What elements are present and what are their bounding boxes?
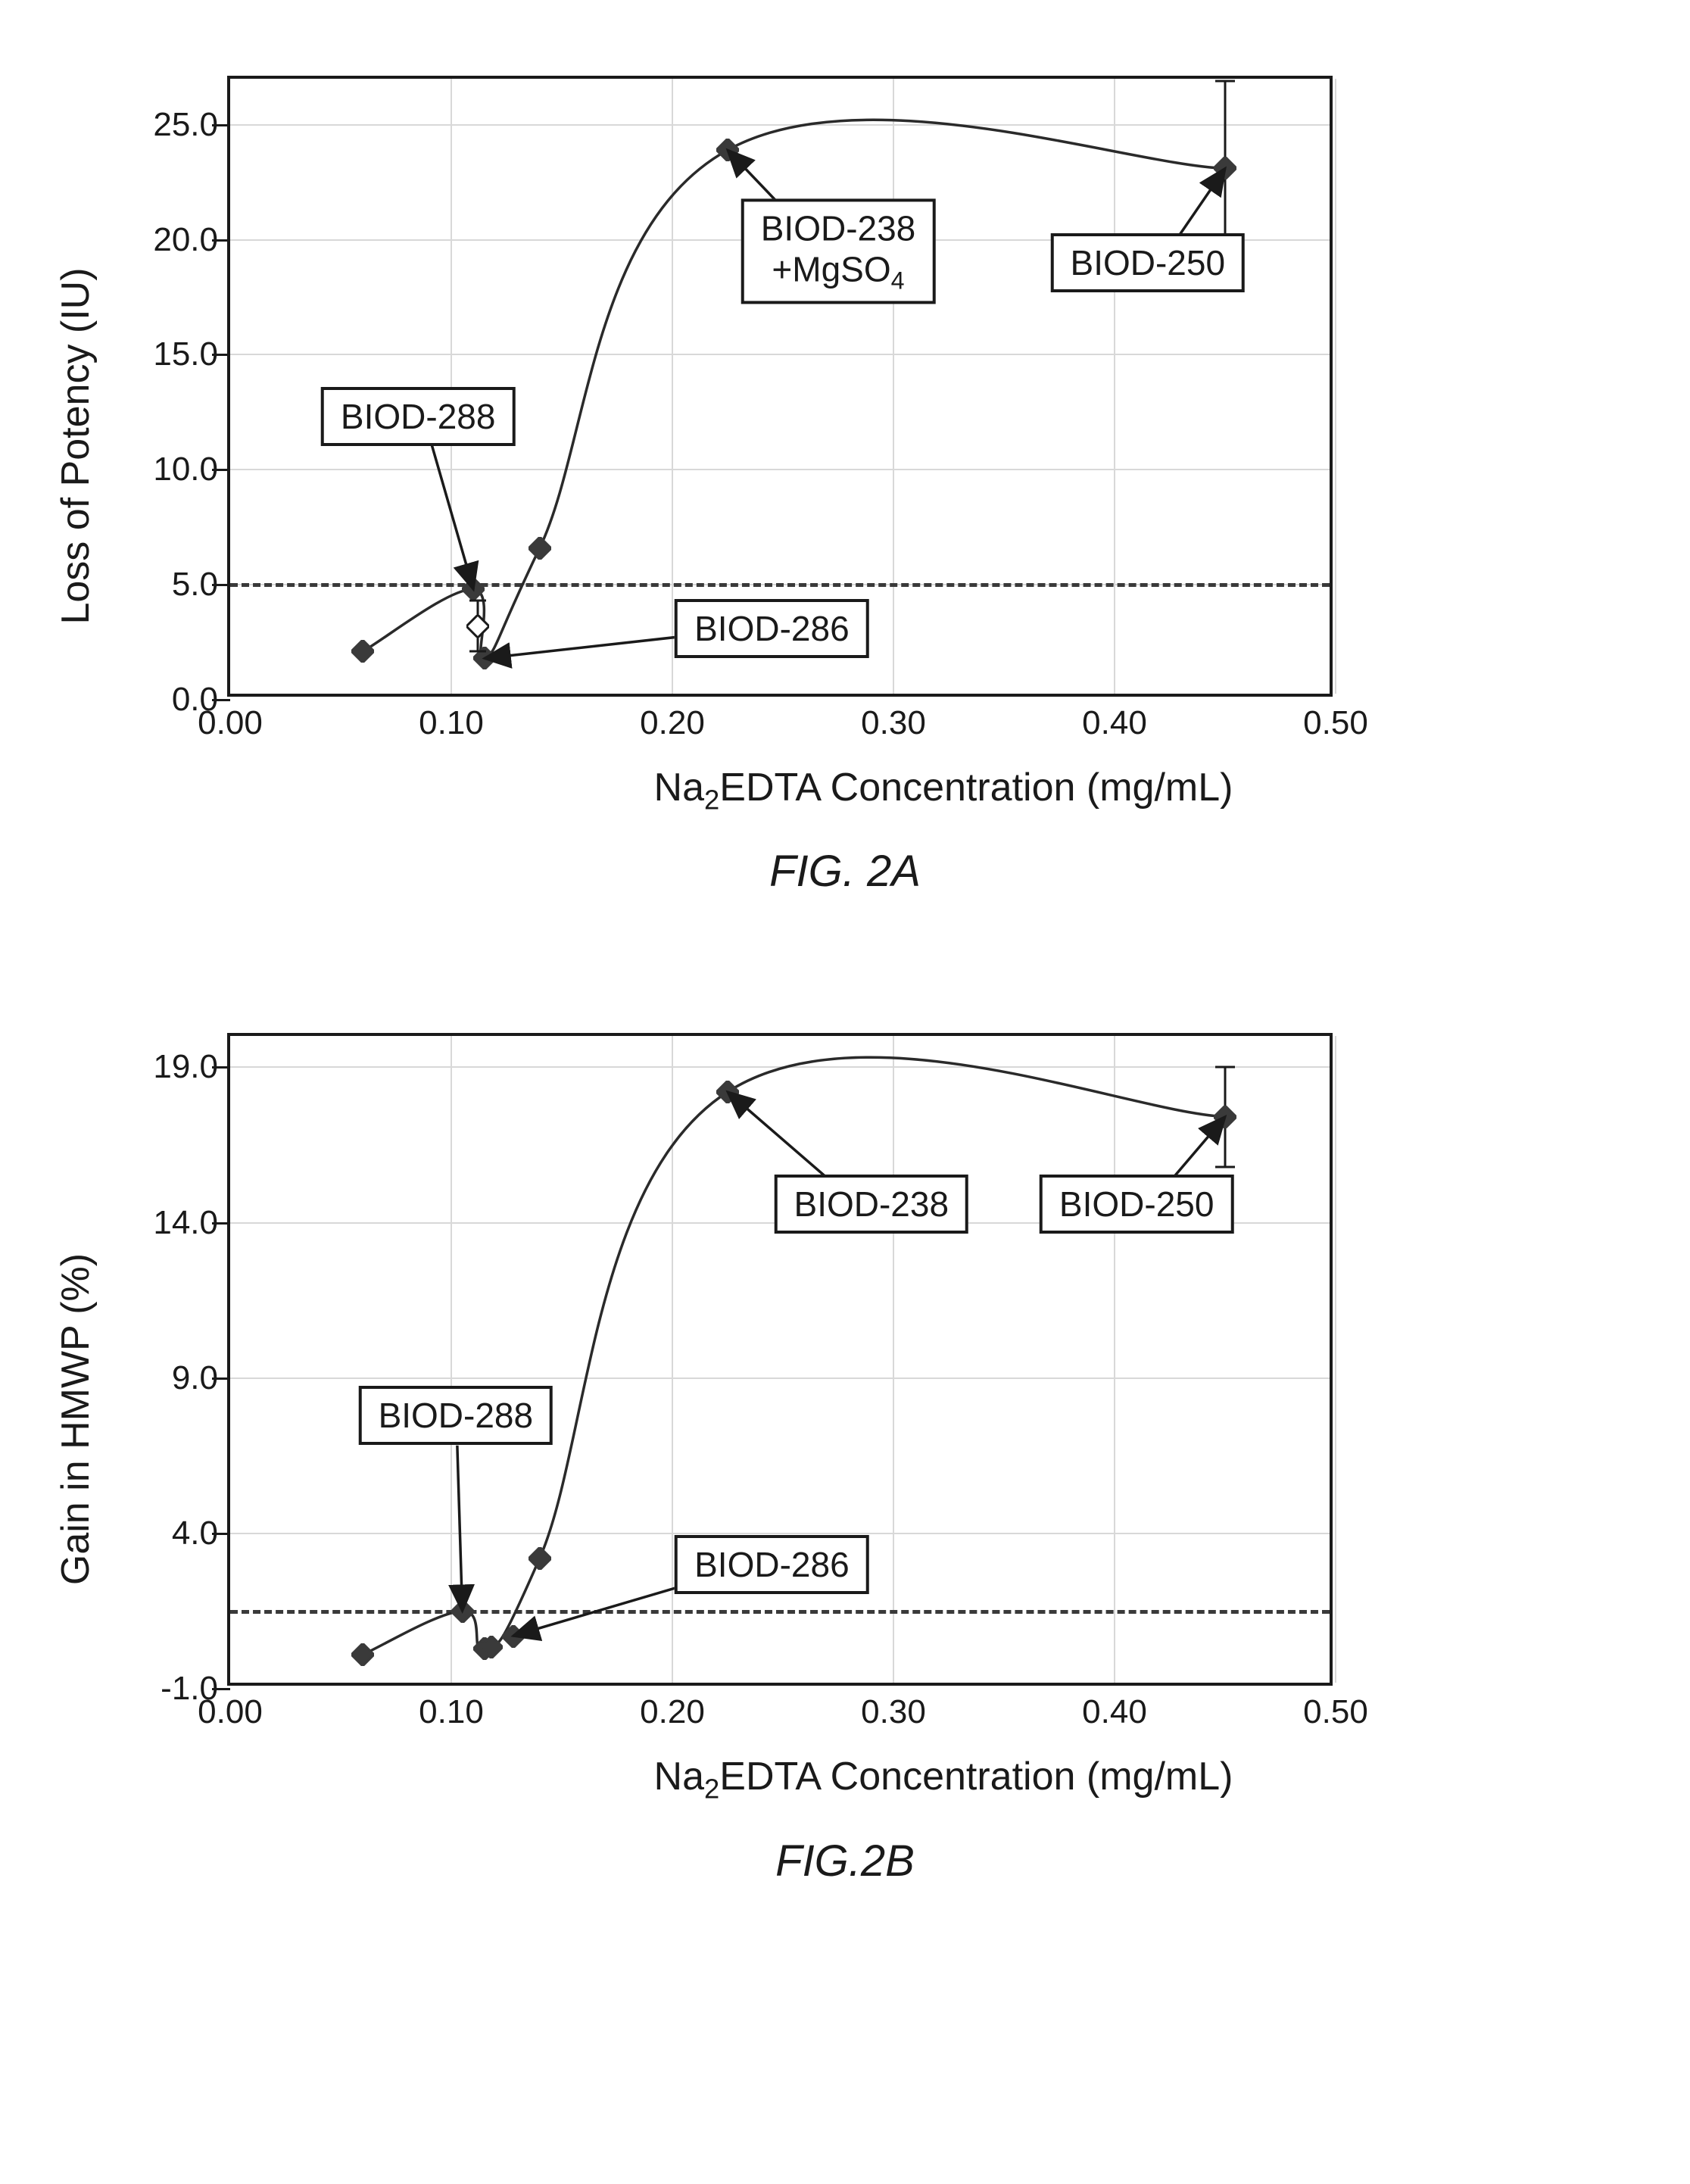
y-tick-label: 9.0	[172, 1359, 218, 1397]
data-marker	[716, 1081, 739, 1103]
data-marker	[529, 1547, 551, 1570]
y-tick-label: 20.0	[153, 221, 218, 259]
callout-label: BIOD-250	[1040, 1175, 1234, 1234]
y-tick-label: 10.0	[153, 451, 218, 488]
x-tick-label: 0.40	[1082, 704, 1147, 742]
page: Loss of Potency (IU) 0.000.100.200.300.4…	[30, 76, 1660, 1886]
y-tick-label: 25.0	[153, 106, 218, 144]
gridline-horizontal	[230, 469, 1330, 470]
plot-area-2a: 0.000.100.200.300.400.500.05.010.015.020…	[227, 76, 1333, 697]
y-tick-label: 5.0	[172, 566, 218, 604]
x-axis-title-2b: Na2EDTA Concentration (mg/mL)	[227, 1754, 1660, 1805]
data-marker	[480, 1636, 503, 1658]
x-tick-label: 0.30	[861, 1693, 926, 1731]
callout-label: BIOD-250	[1051, 233, 1246, 292]
gridline-vertical	[451, 79, 452, 694]
data-marker	[716, 139, 739, 161]
x-tick-label: 0.20	[640, 1693, 705, 1731]
callout-label: BIOD-286	[675, 1535, 869, 1594]
y-tick-mark	[212, 1066, 230, 1069]
y-axis-title-2b: Gain in HMWP (%)	[53, 1253, 98, 1585]
error-cap	[469, 600, 486, 602]
plot-2b-wrap: Gain in HMWP (%) 0.000.100.200.300.400.5…	[227, 1033, 1660, 1805]
gridline-horizontal	[230, 354, 1330, 355]
x-tick-label: 0.50	[1303, 704, 1368, 742]
gridline-horizontal	[230, 1377, 1330, 1379]
y-tick-label: 14.0	[153, 1204, 218, 1242]
x-tick-label: 0.30	[861, 704, 926, 742]
x-axis-title-2a: Na2EDTA Concentration (mg/mL)	[227, 765, 1660, 816]
gridline-vertical	[893, 79, 894, 694]
x-tick-label: 0.10	[419, 704, 484, 742]
y-tick-mark	[212, 1222, 230, 1225]
gridline-vertical	[672, 1036, 673, 1683]
callout-label: BIOD-288	[321, 387, 516, 446]
data-marker	[351, 1643, 374, 1666]
plot-area-2b: 0.000.100.200.300.400.50-1.04.09.014.019…	[227, 1033, 1333, 1686]
y-tick-label: 19.0	[153, 1048, 218, 1086]
y-tick-label: -1.0	[161, 1670, 218, 1708]
y-tick-mark	[212, 1688, 230, 1690]
error-cap	[1215, 80, 1235, 83]
plot-2a-wrap: Loss of Potency (IU) 0.000.100.200.300.4…	[227, 76, 1660, 816]
gridline-vertical	[1114, 79, 1115, 694]
callout-label: BIOD-288	[359, 1386, 553, 1445]
figure-caption-2b: FIG.2B	[30, 1836, 1660, 1886]
y-tick-mark	[212, 699, 230, 701]
callout-label: BIOD-286	[675, 599, 869, 658]
data-marker	[451, 1600, 474, 1623]
y-tick-mark	[212, 239, 230, 242]
threshold-line	[230, 1610, 1330, 1614]
y-tick-mark	[212, 1377, 230, 1380]
gridline-vertical	[451, 1036, 452, 1683]
y-tick-mark	[212, 469, 230, 471]
figure-caption-2a: FIG. 2A	[30, 846, 1660, 897]
x-tick-label: 0.20	[640, 704, 705, 742]
gridline-horizontal	[230, 1066, 1330, 1068]
gridline-vertical	[672, 79, 673, 694]
y-tick-label: 4.0	[172, 1515, 218, 1552]
y-tick-mark	[212, 1533, 230, 1535]
y-tick-label: 15.0	[153, 335, 218, 373]
gridline-horizontal	[230, 124, 1330, 126]
data-marker	[351, 640, 374, 663]
gridline-vertical	[893, 1036, 894, 1683]
y-tick-mark	[212, 354, 230, 356]
gridline-vertical	[1335, 1036, 1336, 1683]
gridline-horizontal	[230, 1533, 1330, 1534]
y-tick-mark	[212, 584, 230, 586]
data-marker	[502, 1625, 525, 1648]
gridline-vertical	[1114, 1036, 1115, 1683]
x-tick-label: 0.40	[1082, 1693, 1147, 1731]
threshold-line	[230, 583, 1330, 587]
y-tick-mark	[212, 124, 230, 126]
x-tick-label: 0.50	[1303, 1693, 1368, 1731]
y-axis-title-2a: Loss of Potency (IU)	[53, 267, 98, 624]
error-cap	[469, 651, 486, 653]
data-marker	[462, 578, 485, 601]
figure-2a: Loss of Potency (IU) 0.000.100.200.300.4…	[30, 76, 1660, 897]
data-marker	[529, 537, 551, 560]
gridline-vertical	[1335, 79, 1336, 694]
y-tick-label: 0.0	[172, 681, 218, 719]
x-tick-label: 0.10	[419, 1693, 484, 1731]
figure-2b: Gain in HMWP (%) 0.000.100.200.300.400.5…	[30, 1033, 1660, 1886]
error-cap	[1215, 1165, 1235, 1168]
callout-label: BIOD-238+MgSO4	[741, 198, 936, 304]
data-marker	[466, 615, 489, 638]
error-cap	[1215, 1066, 1235, 1069]
data-marker	[1214, 1106, 1236, 1128]
data-marker	[1214, 157, 1236, 179]
callout-label: BIOD-238	[775, 1175, 969, 1234]
